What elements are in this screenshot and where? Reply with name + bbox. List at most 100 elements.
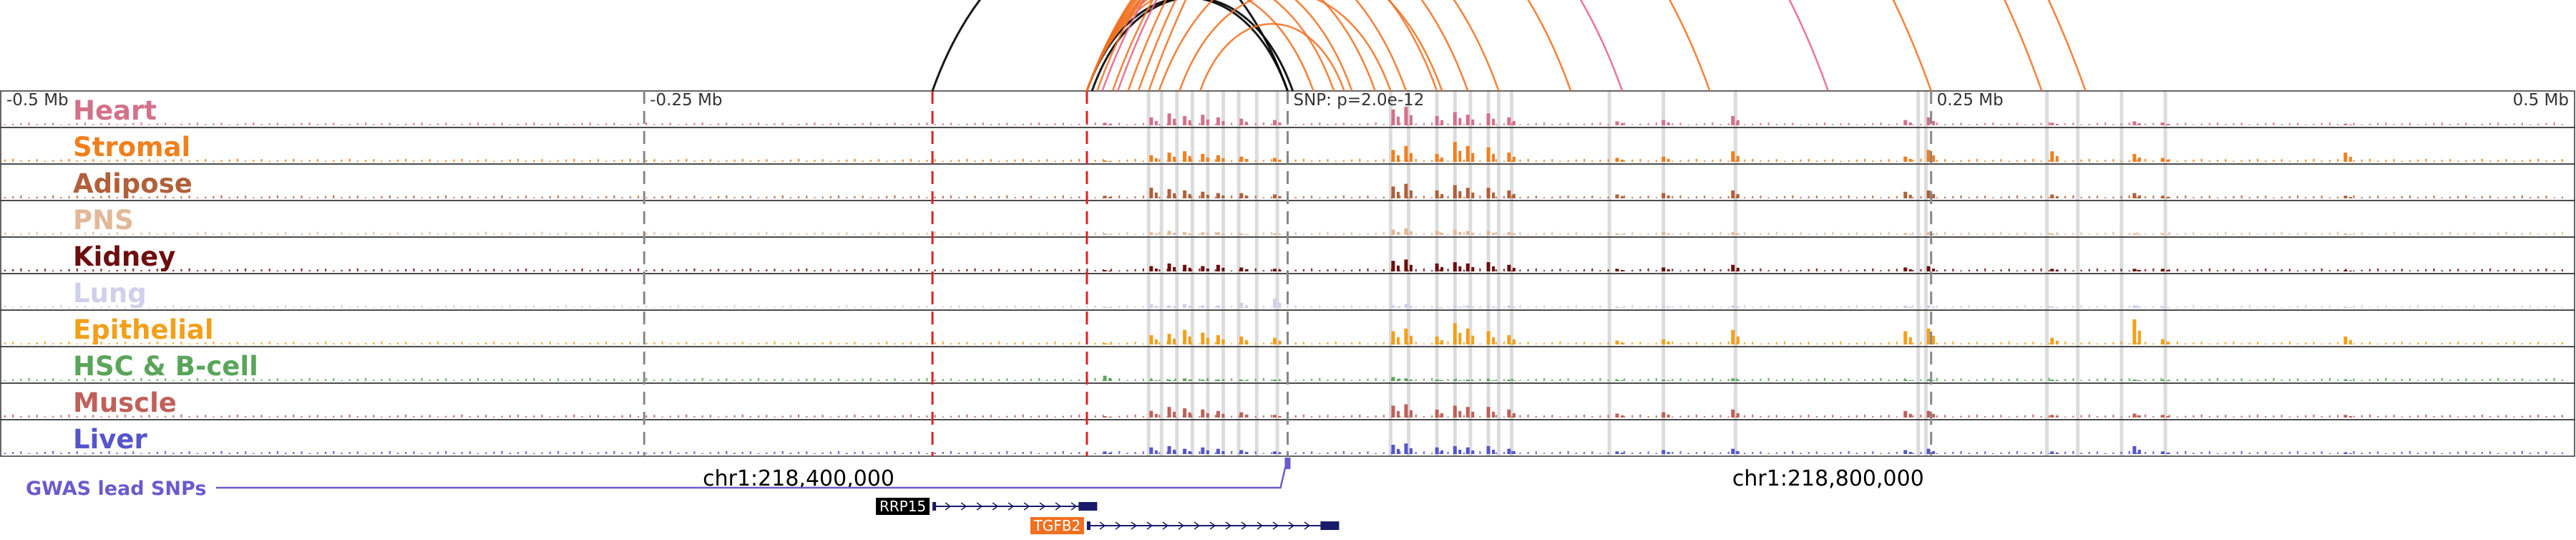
peak-16-track-8 (1662, 412, 1666, 418)
peak-15-track-2 (1615, 194, 1619, 198)
gene-strand-arrow-0 (1055, 502, 1062, 511)
peak-14-track-5 (1507, 305, 1511, 308)
peak-0-track-3 (1103, 233, 1107, 235)
peak-shoulder-14-track-5 (1512, 306, 1516, 308)
gene-exon-end-1 (1320, 521, 1340, 530)
peak-shoulder-6-track-8 (1244, 414, 1248, 418)
peak-2-track-6 (1167, 334, 1171, 344)
loop-2 (1091, 0, 1294, 92)
peak-1-track-1 (1149, 155, 1153, 162)
peak-shoulder-7-track-4 (1278, 269, 1282, 271)
track-noise-6 (4, 341, 2563, 344)
peak-shoulder-4-track-5 (1206, 306, 1209, 308)
peak-shoulder-23-track-8 (2348, 415, 2352, 418)
peak-18-track-5 (1903, 305, 1908, 308)
peak-4-track-5 (1201, 305, 1205, 308)
peak-9-track-9 (1404, 443, 1408, 454)
peak-shoulder-22-track-0 (2166, 123, 2170, 125)
peak-7-track-8 (1273, 415, 1277, 418)
peak-shoulder-23-track-3 (2348, 233, 2352, 235)
peak-4-track-6 (1201, 332, 1205, 344)
peak-shoulder-9-track-4 (1409, 264, 1413, 271)
peak-14-track-3 (1507, 232, 1511, 235)
peak-20-track-1 (2050, 151, 2054, 162)
gene-label-1: TGFB2 (1033, 517, 1081, 534)
peak-1-track-0 (1149, 117, 1153, 125)
gene-strand-arrow-0 (1023, 502, 1030, 511)
peak-shoulder-5-track-0 (1221, 120, 1225, 125)
peak-12-track-6 (1465, 328, 1470, 344)
peak-23-track-6 (2343, 336, 2348, 344)
peak-shoulder-6-track-5 (1244, 304, 1248, 308)
peak-shoulder-2-track-2 (1173, 193, 1176, 198)
track-noise-7 (4, 377, 2563, 381)
peak-0-track-8 (1103, 416, 1107, 418)
loop-19 (1179, 0, 1392, 92)
peak-8-track-4 (1391, 261, 1395, 271)
gene-strand-arrow-0 (960, 502, 967, 511)
loop-14 (1116, 0, 1830, 92)
track-noise-5 (4, 304, 2563, 308)
peak-19-track-3 (1926, 232, 1931, 235)
peak-shoulder-2-track-0 (1173, 118, 1176, 125)
peak-2-track-7 (1167, 380, 1171, 381)
peak-10-track-5 (1435, 307, 1439, 308)
peak-19-track-8 (1926, 410, 1931, 418)
peak-shoulder-6-track-9 (1244, 451, 1248, 454)
peak-6-track-5 (1239, 302, 1244, 308)
peak-1-track-8 (1149, 410, 1153, 418)
track-noise-9 (4, 450, 2563, 454)
peak-shoulder-4-track-2 (1206, 194, 1209, 198)
x-tick-label-0: -0.5 Mb (6, 91, 69, 110)
peak-6-track-9 (1239, 450, 1244, 454)
peak-1-track-6 (1149, 335, 1153, 344)
peak-18-track-9 (1903, 450, 1908, 454)
gene-exon-start-0 (932, 502, 937, 511)
peak-shoulder-6-track-4 (1244, 269, 1248, 271)
peak-16-track-4 (1662, 267, 1666, 271)
peak-shoulder-5-track-3 (1221, 233, 1225, 235)
peak-17-track-1 (1731, 151, 1735, 162)
peak-5-track-8 (1216, 410, 1220, 418)
gene-strand-arrow-1 (1225, 521, 1232, 530)
peak-shoulder-6-track-6 (1244, 339, 1248, 344)
peak-18-track-1 (1903, 156, 1908, 162)
peak-0-track-2 (1103, 196, 1107, 198)
peak-12-track-3 (1465, 231, 1470, 235)
peak-22-track-7 (2160, 380, 2165, 381)
peak-13-track-7 (1486, 380, 1491, 381)
peak-20-track-5 (2050, 307, 2054, 308)
peak-shoulder-18-track-8 (1908, 413, 1912, 418)
peak-shoulder-8-track-6 (1396, 337, 1400, 344)
peak-5-track-9 (1216, 448, 1220, 454)
peak-shoulder-15-track-1 (1620, 159, 1624, 162)
peak-6-track-2 (1239, 193, 1244, 198)
peak-15-track-6 (1615, 340, 1619, 344)
peak-shoulder-18-track-1 (1908, 158, 1912, 162)
gene-strand-arrow-0 (976, 502, 983, 511)
peak-5-track-2 (1216, 193, 1220, 198)
peak-10-track-8 (1435, 409, 1439, 418)
peak-shoulder-20-track-8 (2055, 415, 2059, 418)
peak-23-track-2 (2343, 196, 2348, 198)
loop-9 (1085, 0, 1469, 92)
peak-shoulder-17-track-6 (1736, 336, 1740, 344)
peak-3-track-7 (1183, 378, 1187, 381)
peak-16-track-9 (1662, 450, 1666, 454)
peak-shoulder-6-track-7 (1244, 380, 1248, 381)
peak-22-track-5 (2160, 307, 2165, 308)
peak-14-track-8 (1507, 409, 1511, 418)
peak-shoulder-21-track-9 (2137, 449, 2141, 454)
peak-11-track-1 (1453, 142, 1457, 162)
peak-23-track-5 (2343, 307, 2348, 308)
peak-shoulder-5-track-8 (1221, 413, 1225, 418)
loop-8 (1085, 0, 1438, 92)
peak-shoulder-12-track-5 (1471, 306, 1475, 308)
peak-shoulder-15-track-4 (1620, 269, 1624, 271)
peak-0-track-7 (1103, 375, 1107, 381)
gene-strand-arrow-1 (1194, 521, 1201, 530)
peak-shoulder-18-track-5 (1908, 306, 1912, 308)
peak-shoulder-21-track-8 (2137, 415, 2141, 418)
peak-4-track-0 (1201, 115, 1205, 125)
